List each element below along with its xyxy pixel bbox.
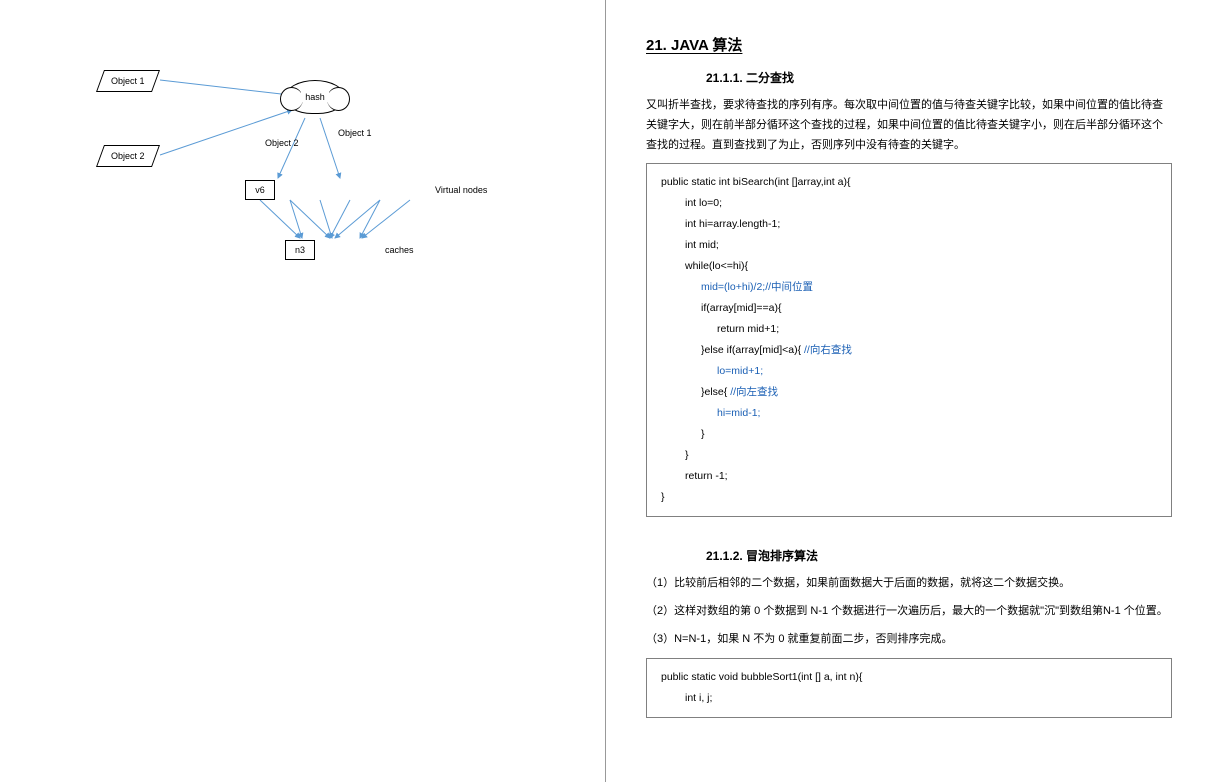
- code-line: public static int biSearch(int []array,i…: [661, 172, 1157, 193]
- code-line: if(array[mid]==a){: [661, 298, 1157, 319]
- code-line: hi=mid-1;: [661, 403, 1157, 424]
- right-page: 21. JAVA 算法 21.1.1. 二分查找 又叫折半查找，要求待查找的序列…: [606, 0, 1212, 782]
- node-object1: Object 1: [96, 70, 160, 92]
- heading-2-bisearch: 21.1.1. 二分查找: [706, 69, 1172, 86]
- code-line: }: [661, 487, 1157, 508]
- code-line: int mid;: [661, 235, 1157, 256]
- vnode: v6: [245, 180, 275, 200]
- code-line: lo=mid+1;: [661, 361, 1157, 382]
- hash-diagram: Object 1 Object 2 hash Object 2 Object 1…: [80, 50, 540, 290]
- left-page: Object 1 Object 2 hash Object 2 Object 1…: [0, 0, 606, 782]
- heading-1: 21. JAVA 算法: [646, 34, 1172, 55]
- paragraph-bubble-2: （2）这样对数组的第 0 个数据到 N-1 个数据进行一次遍历后，最大的一个数据…: [646, 602, 1172, 622]
- code-block-bisearch: public static int biSearch(int []array,i…: [646, 163, 1172, 517]
- paragraph-bisearch: 又叫折半查找，要求待查找的序列有序。每次取中间位置的值与待查关键字比较，如果中间…: [646, 96, 1172, 155]
- code-line: return -1;: [661, 466, 1157, 487]
- code-line: int i, j;: [661, 688, 1157, 709]
- virtual-nodes-label: Virtual nodes: [435, 185, 487, 195]
- paragraph-bubble-3: （3）N=N-1，如果 N 不为 0 就重复前面二步，否则排序完成。: [646, 630, 1172, 650]
- code-line: while(lo<=hi){: [661, 256, 1157, 277]
- code-line: int lo=0;: [661, 193, 1157, 214]
- code-line: return mid+1;: [661, 319, 1157, 340]
- heading-2-bubble: 21.1.2. 冒泡排序算法: [706, 547, 1172, 564]
- code-line: }: [661, 445, 1157, 466]
- code-line: }else if(array[mid]<a){ //向右查找: [661, 340, 1157, 361]
- code-line: mid=(lo+hi)/2;//中间位置: [661, 277, 1157, 298]
- paragraph-bubble-1: （1）比较前后相邻的二个数据，如果前面数据大于后面的数据，就将这二个数据交换。: [646, 574, 1172, 594]
- code-line: public static void bubbleSort1(int [] a,…: [661, 667, 1157, 688]
- node-object2: Object 2: [96, 145, 160, 167]
- node-hash: hash: [285, 80, 345, 114]
- edge-label-object1: Object 1: [338, 128, 372, 138]
- code-line: int hi=array.length-1;: [661, 214, 1157, 235]
- code-line: }: [661, 424, 1157, 445]
- code-line: }else{ //向左查找: [661, 382, 1157, 403]
- caches-label: caches: [385, 245, 414, 255]
- edge-label-object2: Object 2: [265, 138, 299, 148]
- cache-node: n3: [285, 240, 315, 260]
- code-block-bubble: public static void bubbleSort1(int [] a,…: [646, 658, 1172, 718]
